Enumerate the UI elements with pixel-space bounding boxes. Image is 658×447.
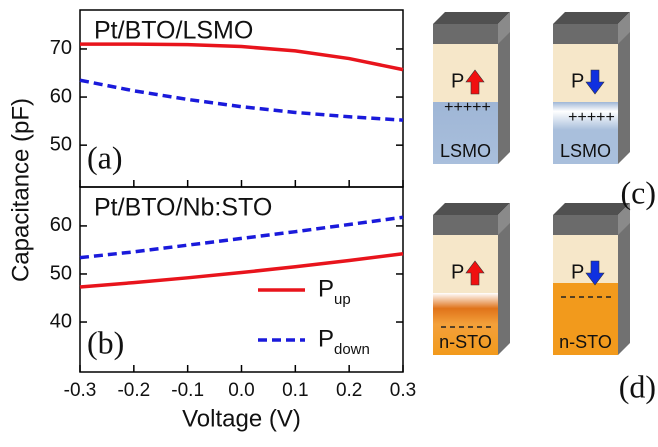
block-side-shade [498,223,510,355]
block: Pn-STO [433,203,510,355]
figure: 50 60 70 Pt/BTO/LSMO (a) Capacitance (pF) 40 50… [0,0,658,442]
block-electrode [553,215,618,235]
block-ferroelectric [553,235,618,283]
x-tick-label: 0.2 [336,380,362,401]
y-tick-label: 60 [50,214,72,236]
legend-subscript: down [334,341,370,358]
block-top [553,203,630,215]
substrate-label: n-STO [559,332,612,352]
x-tick-label: 0.0 [228,380,254,401]
panel-label: (b) [87,324,124,360]
y-tick-label: 40 [50,310,72,332]
block-side-shade [498,32,510,164]
block-electrode [553,24,618,44]
y-tick-label: 60 [50,85,72,107]
block-side-shade [618,223,630,355]
y-tick-label: 50 [50,133,72,155]
block: Pn-STO [553,203,630,355]
substrate-label: n-STO [439,332,492,352]
x-axis-label: Voltage (V) [182,405,301,432]
block-side-shade [618,32,630,164]
block-electrode [433,24,498,44]
panel-title: Pt/BTO/Nb:STO [94,194,272,222]
series-line [80,254,403,287]
panel-label: (a) [87,139,123,175]
panel-title: Pt/BTO/LSMO [94,17,253,45]
block-ferroelectric [433,235,498,293]
polarization-label: P [451,261,464,283]
polarization-label: P [451,70,464,92]
x-tick-label: -0.2 [117,380,150,401]
block: P +++++ LSMO [553,12,630,164]
substrate-label: LSMO [440,141,491,161]
block-ferroelectric [553,44,618,102]
block: P +++++ LSMO [433,12,510,164]
legend-label: P [318,325,334,352]
block-electrode [433,215,498,235]
panel-label: (d) [619,368,656,404]
y-axis-label: Capacitance (pF) [7,98,34,282]
block-top [433,203,510,215]
interface-charge: +++++ [444,99,491,116]
legend-subscript: up [334,291,351,308]
x-tick-label: -0.3 [64,380,97,401]
substrate-label: LSMO [560,141,611,161]
y-tick-label: 70 [50,37,72,59]
series-line [80,80,403,120]
block-top [433,12,510,24]
interface-charge: +++++ [568,109,615,126]
x-tick-label: -0.1 [171,380,204,401]
x-tick-label: 0.3 [390,380,416,401]
block-ferroelectric [433,44,498,102]
x-tick-label: 0.1 [282,380,308,401]
series-line [80,44,403,69]
legend-label: P [318,275,334,302]
y-tick-label: 50 [50,262,72,284]
block-top [553,12,630,24]
panel-label: (c) [620,174,656,210]
polarization-label: P [571,261,584,283]
series-line [80,217,403,257]
polarization-label: P [571,70,584,92]
